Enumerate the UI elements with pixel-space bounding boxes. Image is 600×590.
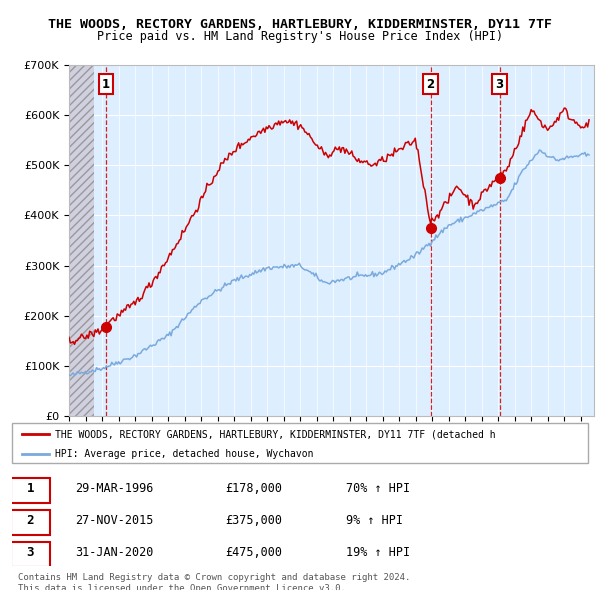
FancyBboxPatch shape — [11, 542, 50, 568]
Text: £178,000: £178,000 — [225, 482, 282, 495]
Bar — [69, 65, 94, 416]
Text: 31-JAN-2020: 31-JAN-2020 — [76, 546, 154, 559]
Text: 29-MAR-1996: 29-MAR-1996 — [76, 482, 154, 495]
Text: THE WOODS, RECTORY GARDENS, HARTLEBURY, KIDDERMINSTER, DY11 7TF: THE WOODS, RECTORY GARDENS, HARTLEBURY, … — [48, 18, 552, 31]
Text: 3: 3 — [26, 546, 34, 559]
Text: 27-NOV-2015: 27-NOV-2015 — [76, 514, 154, 527]
Text: £375,000: £375,000 — [225, 514, 282, 527]
Text: 1: 1 — [102, 78, 110, 91]
FancyBboxPatch shape — [12, 423, 588, 463]
Text: Price paid vs. HM Land Registry's House Price Index (HPI): Price paid vs. HM Land Registry's House … — [97, 30, 503, 43]
Text: 1: 1 — [26, 482, 34, 495]
Text: £475,000: £475,000 — [225, 546, 282, 559]
Text: HPI: Average price, detached house, Wychavon: HPI: Average price, detached house, Wych… — [55, 450, 314, 460]
FancyBboxPatch shape — [11, 478, 50, 503]
Text: 2: 2 — [26, 514, 34, 527]
Text: 3: 3 — [496, 78, 503, 91]
FancyBboxPatch shape — [11, 510, 50, 535]
Text: Contains HM Land Registry data © Crown copyright and database right 2024.
This d: Contains HM Land Registry data © Crown c… — [18, 573, 410, 590]
Text: 70% ↑ HPI: 70% ↑ HPI — [346, 482, 410, 495]
Text: THE WOODS, RECTORY GARDENS, HARTLEBURY, KIDDERMINSTER, DY11 7TF (detached h: THE WOODS, RECTORY GARDENS, HARTLEBURY, … — [55, 430, 496, 440]
Text: 2: 2 — [427, 78, 434, 91]
Text: 19% ↑ HPI: 19% ↑ HPI — [346, 546, 410, 559]
Text: 9% ↑ HPI: 9% ↑ HPI — [346, 514, 403, 527]
